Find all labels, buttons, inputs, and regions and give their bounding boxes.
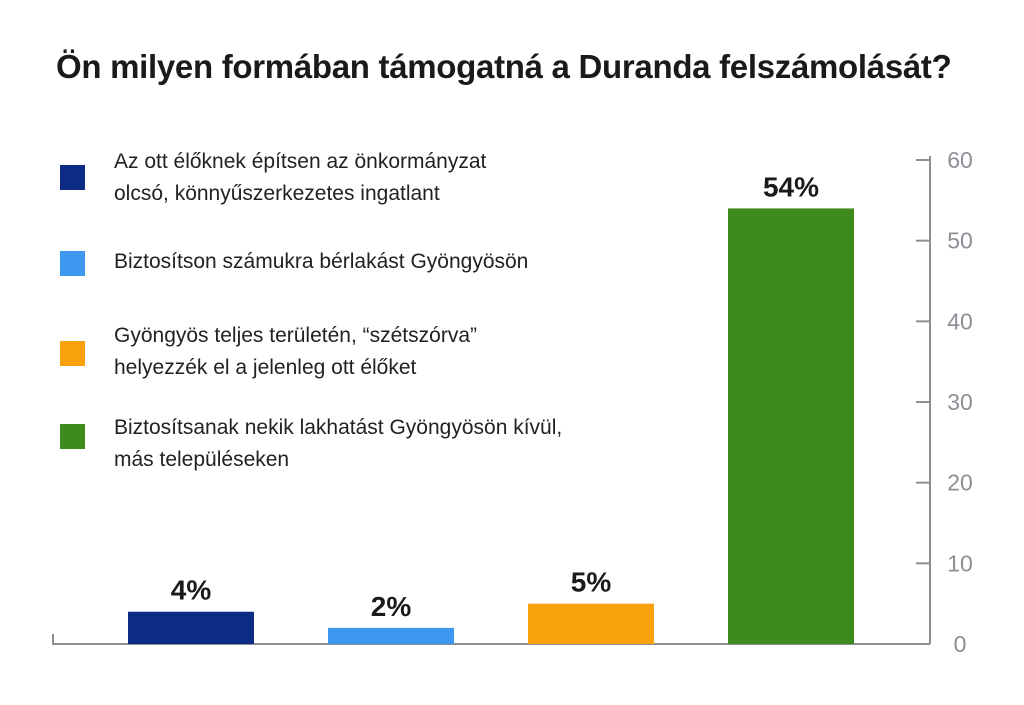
legend-label-2: Biztosítson számukra bérlakást Gyöngyösö… [114, 246, 674, 278]
bar-3 [528, 603, 654, 644]
legend-swatch-4 [60, 424, 85, 449]
legend-label-3: Gyöngyös teljes területén, “szétszórva” … [114, 320, 674, 384]
legend-swatch-1 [60, 165, 85, 190]
bar-1 [128, 611, 254, 644]
y-axis-tick-label-50: 50 [947, 228, 973, 254]
y-axis-tick-label-20: 20 [947, 470, 973, 496]
legend-label-4-line-2: más településeken [114, 448, 290, 471]
legend-swatch-3 [60, 341, 85, 366]
y-axis-tick-label-0: 0 [954, 631, 967, 657]
value-label-2: 2% [371, 591, 412, 622]
bar-2 [328, 627, 454, 644]
bar-4 [728, 208, 854, 644]
legend-label-4: Biztosítsanak nekik lakhatást Gyöngyösön… [114, 412, 674, 476]
legend-swatch-2 [60, 251, 85, 276]
legend-label-1-line-2: olcsó, könnyűszerkezetes ingatlant [114, 182, 440, 205]
chart-title: Ön milyen formában támogatná a Duranda f… [56, 48, 952, 85]
value-labels-group: 4% 2% 5% 54% [171, 171, 819, 621]
y-axis-tick-label-60: 60 [947, 147, 973, 173]
legend-label-1-line-1: Az ott élőknek építsen az önkormányzat [114, 150, 487, 173]
value-label-1: 4% [171, 575, 212, 606]
y-axis-tick-label-10: 10 [947, 550, 973, 576]
value-label-3: 5% [571, 567, 612, 598]
legend-label-2-line-1: Biztosítson számukra bérlakást Gyöngyösö… [114, 250, 529, 273]
legend-label-3-line-2: helyezzék el a jelenleg ott élőket [114, 356, 417, 379]
legend-label-4-line-1: Biztosítsanak nekik lakhatást Gyöngyösön… [114, 416, 563, 439]
value-label-4: 54% [763, 171, 819, 202]
bars-group [128, 208, 854, 644]
legend-label-1: Az ott élőknek építsen az önkormányzat o… [114, 146, 674, 210]
y-axis-tick-label-40: 40 [947, 308, 973, 334]
y-axis-tick-label-30: 30 [947, 389, 973, 415]
legend-label-3-line-1: Gyöngyös teljes területén, “szétszórva” [114, 324, 477, 347]
y-axis-ticks-group: 0 10 20 30 40 50 60 [916, 147, 973, 657]
